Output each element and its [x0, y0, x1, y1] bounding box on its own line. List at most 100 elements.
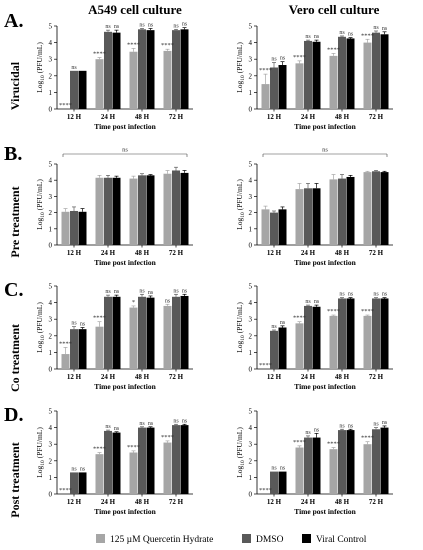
bar [278, 209, 287, 245]
x-tick-label: 24 H [101, 498, 116, 506]
y-axis-title: Log10 (PFU/mL) [235, 302, 246, 353]
y-axis-title: Log10 (PFU/mL) [235, 179, 246, 230]
bar [78, 329, 87, 369]
significance-label: ns [271, 57, 277, 63]
y-tick-label: 4 [49, 299, 53, 307]
y-tick-label: 3 [249, 56, 253, 64]
x-tick-label: 24 H [101, 373, 116, 381]
y-tick-label: 1 [49, 349, 53, 357]
bar [112, 32, 121, 109]
significance-label: ns [122, 147, 128, 154]
significance-label: **** [293, 315, 306, 322]
bar [295, 447, 304, 494]
x-tick-label: 48 H [135, 373, 150, 381]
bar [270, 471, 278, 494]
y-axis-title: Log10 (PFU/mL) [35, 302, 46, 353]
x-axis-title: Time post infection [94, 122, 156, 131]
bar [104, 430, 112, 494]
chart-panel: 0 1 2 3 4 5 Log10 (PFU/mL) Time post infection 1… [235, 23, 393, 131]
significance-label: **** [59, 487, 72, 494]
y-axis-title: Log10 (PFU/mL) [235, 427, 246, 478]
significance-label: ns [182, 22, 188, 28]
bar [70, 70, 78, 109]
x-tick-label: 72 H [369, 498, 384, 506]
bar [363, 172, 372, 245]
bar [346, 298, 355, 369]
y-axis-title: Log10 (PFU/mL) [35, 42, 46, 93]
significance-label: **** [161, 434, 174, 441]
row-letter-c: C. [4, 279, 23, 301]
x-tick-label: 48 H [335, 113, 350, 121]
y-tick-label: 5 [249, 283, 253, 291]
significance-label: ns [105, 289, 111, 295]
bar [363, 444, 372, 494]
significance-label: ns [382, 26, 388, 32]
bar [138, 175, 146, 245]
bar [78, 211, 87, 245]
x-tick-label: 72 H [169, 498, 184, 506]
x-tick-label: 12 H [267, 249, 282, 257]
row-label-pre-treatment: Pre treatment [8, 186, 22, 257]
y-tick-label: 3 [49, 193, 53, 201]
y-axis-title: Log10 (PFU/mL) [35, 427, 46, 478]
legend-swatch-quercetin [96, 534, 105, 543]
bar [312, 41, 321, 109]
y-tick-label: 2 [49, 209, 53, 217]
significance-label: ns [148, 22, 154, 28]
y-tick-label: 3 [249, 441, 253, 449]
bar [163, 442, 172, 494]
bar [129, 307, 138, 369]
x-axis-title: Time post infection [294, 382, 356, 391]
bar [78, 472, 87, 494]
bar [261, 84, 270, 109]
significance-label: ns [382, 292, 388, 298]
bar [146, 427, 155, 494]
y-tick-label: 2 [49, 72, 53, 80]
y-axis-title: Log10 (PFU/mL) [235, 42, 246, 93]
bar [172, 170, 180, 245]
significance-label: ns [182, 418, 188, 424]
chart-panels: 0 1 2 3 4 5 Log10 (PFU/mL) Time post infection 1… [35, 22, 393, 516]
y-tick-label: 5 [249, 161, 253, 169]
significance-label: ns [339, 292, 345, 298]
y-tick-label: 3 [49, 56, 53, 64]
bar [163, 173, 172, 245]
bar [304, 437, 312, 494]
x-tick-label: 12 H [267, 498, 282, 506]
legend-swatch-dmso [242, 534, 251, 543]
bar [95, 177, 104, 245]
bar [146, 297, 155, 369]
bar [270, 330, 278, 369]
significance-label: ns [305, 299, 311, 305]
bar [380, 427, 389, 494]
significance-label: **** [327, 46, 340, 53]
x-tick-label: 48 H [135, 498, 150, 506]
y-tick-label: 5 [249, 408, 253, 416]
y-tick-label: 2 [49, 332, 53, 340]
significance-label: ns [271, 324, 277, 330]
bar [138, 296, 146, 369]
x-tick-label: 12 H [67, 113, 82, 121]
bar [129, 178, 138, 245]
y-tick-label: 1 [49, 225, 53, 233]
significance-label: **** [93, 51, 106, 58]
bar [61, 354, 70, 369]
y-tick-label: 1 [49, 89, 53, 97]
significance-label: ns [322, 147, 328, 154]
significance-label: ns [305, 430, 311, 436]
y-tick-label: 2 [49, 457, 53, 465]
y-tick-label: 5 [49, 408, 53, 416]
significance-label: ns [105, 424, 111, 430]
x-tick-label: 72 H [169, 249, 184, 257]
row-label-virucidal: Virucidal [8, 61, 22, 110]
bar [95, 59, 104, 109]
x-tick-label: 24 H [301, 249, 316, 257]
bar [172, 30, 180, 109]
bar [61, 211, 70, 245]
x-tick-label: 72 H [369, 373, 384, 381]
bar [278, 471, 287, 494]
y-tick-label: 1 [249, 474, 253, 482]
significance-label: ns [314, 34, 320, 40]
bar [104, 296, 112, 369]
bar [329, 449, 338, 494]
